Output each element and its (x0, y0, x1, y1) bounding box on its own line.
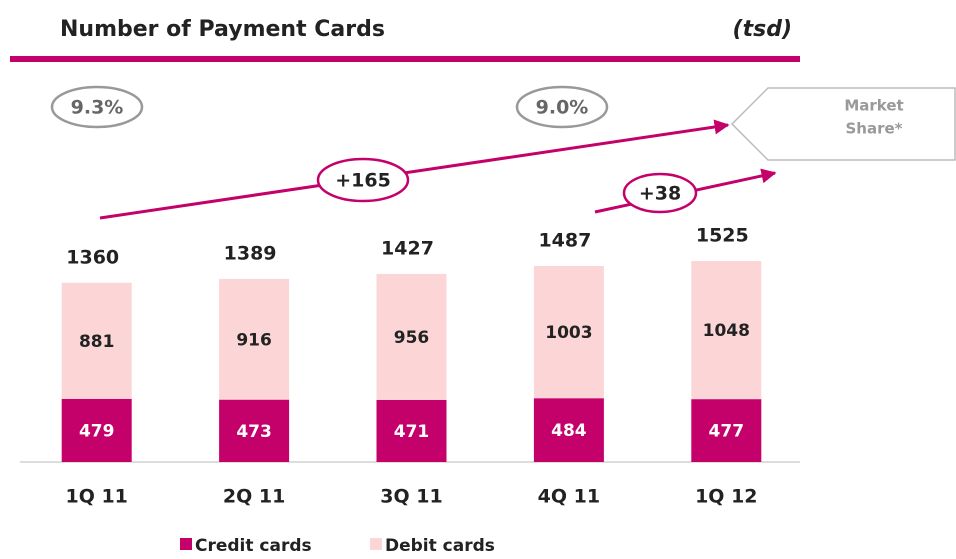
value-label: 479 (79, 421, 115, 441)
x-tick-label: 1Q 12 (695, 486, 757, 508)
value-label: 477 (709, 422, 745, 442)
x-tick-label: 1Q 11 (65, 486, 127, 508)
value-label: 471 (394, 422, 430, 442)
growth-badge (316, 157, 410, 203)
bar-segment (691, 261, 762, 400)
bar-segment (376, 273, 447, 400)
growth-label: +165 (335, 170, 391, 192)
total-label: 1360 (66, 246, 119, 268)
value-label: 881 (79, 332, 115, 352)
bar-segment (533, 266, 604, 399)
legend-label: Credit cards (195, 536, 312, 556)
market-share-label: Market (844, 97, 903, 115)
share-label: 9.3% (71, 97, 124, 119)
value-label: 473 (236, 422, 272, 442)
value-label: 1003 (545, 323, 592, 343)
unit-label: (tsd) (733, 17, 792, 42)
bar-segment (61, 398, 132, 462)
x-tick-label: 4Q 11 (538, 486, 600, 508)
market-share-tag (730, 87, 956, 161)
value-label: 956 (394, 328, 430, 348)
total-label: 1389 (224, 242, 277, 264)
value-label: 1048 (703, 321, 750, 341)
bar-segment (691, 399, 762, 462)
bar-segment (61, 282, 132, 399)
total-label: 1525 (696, 225, 749, 247)
value-label: 916 (236, 330, 272, 350)
value-label: 484 (551, 421, 587, 441)
share-badge (515, 85, 609, 129)
x-tick-label: 3Q 11 (380, 486, 442, 508)
growth-badge (622, 172, 698, 214)
chart-title: Number of Payment Cards (60, 17, 385, 42)
total-label: 1487 (538, 230, 591, 252)
legend-swatch (180, 538, 192, 550)
bar-segment (376, 399, 447, 462)
total-label: 1427 (381, 237, 434, 259)
share-label: 9.0% (536, 97, 589, 119)
x-tick-label: 2Q 11 (223, 486, 285, 508)
legend-label: Debit cards (385, 536, 495, 556)
bar-segment (219, 278, 290, 400)
bar-segment (219, 399, 290, 462)
market-share-label: Share* (845, 120, 902, 138)
legend-swatch (370, 538, 382, 550)
growth-label: +38 (639, 183, 681, 205)
bar-segment (533, 398, 604, 462)
growth-arrow (99, 119, 730, 220)
share-badge (50, 85, 144, 129)
